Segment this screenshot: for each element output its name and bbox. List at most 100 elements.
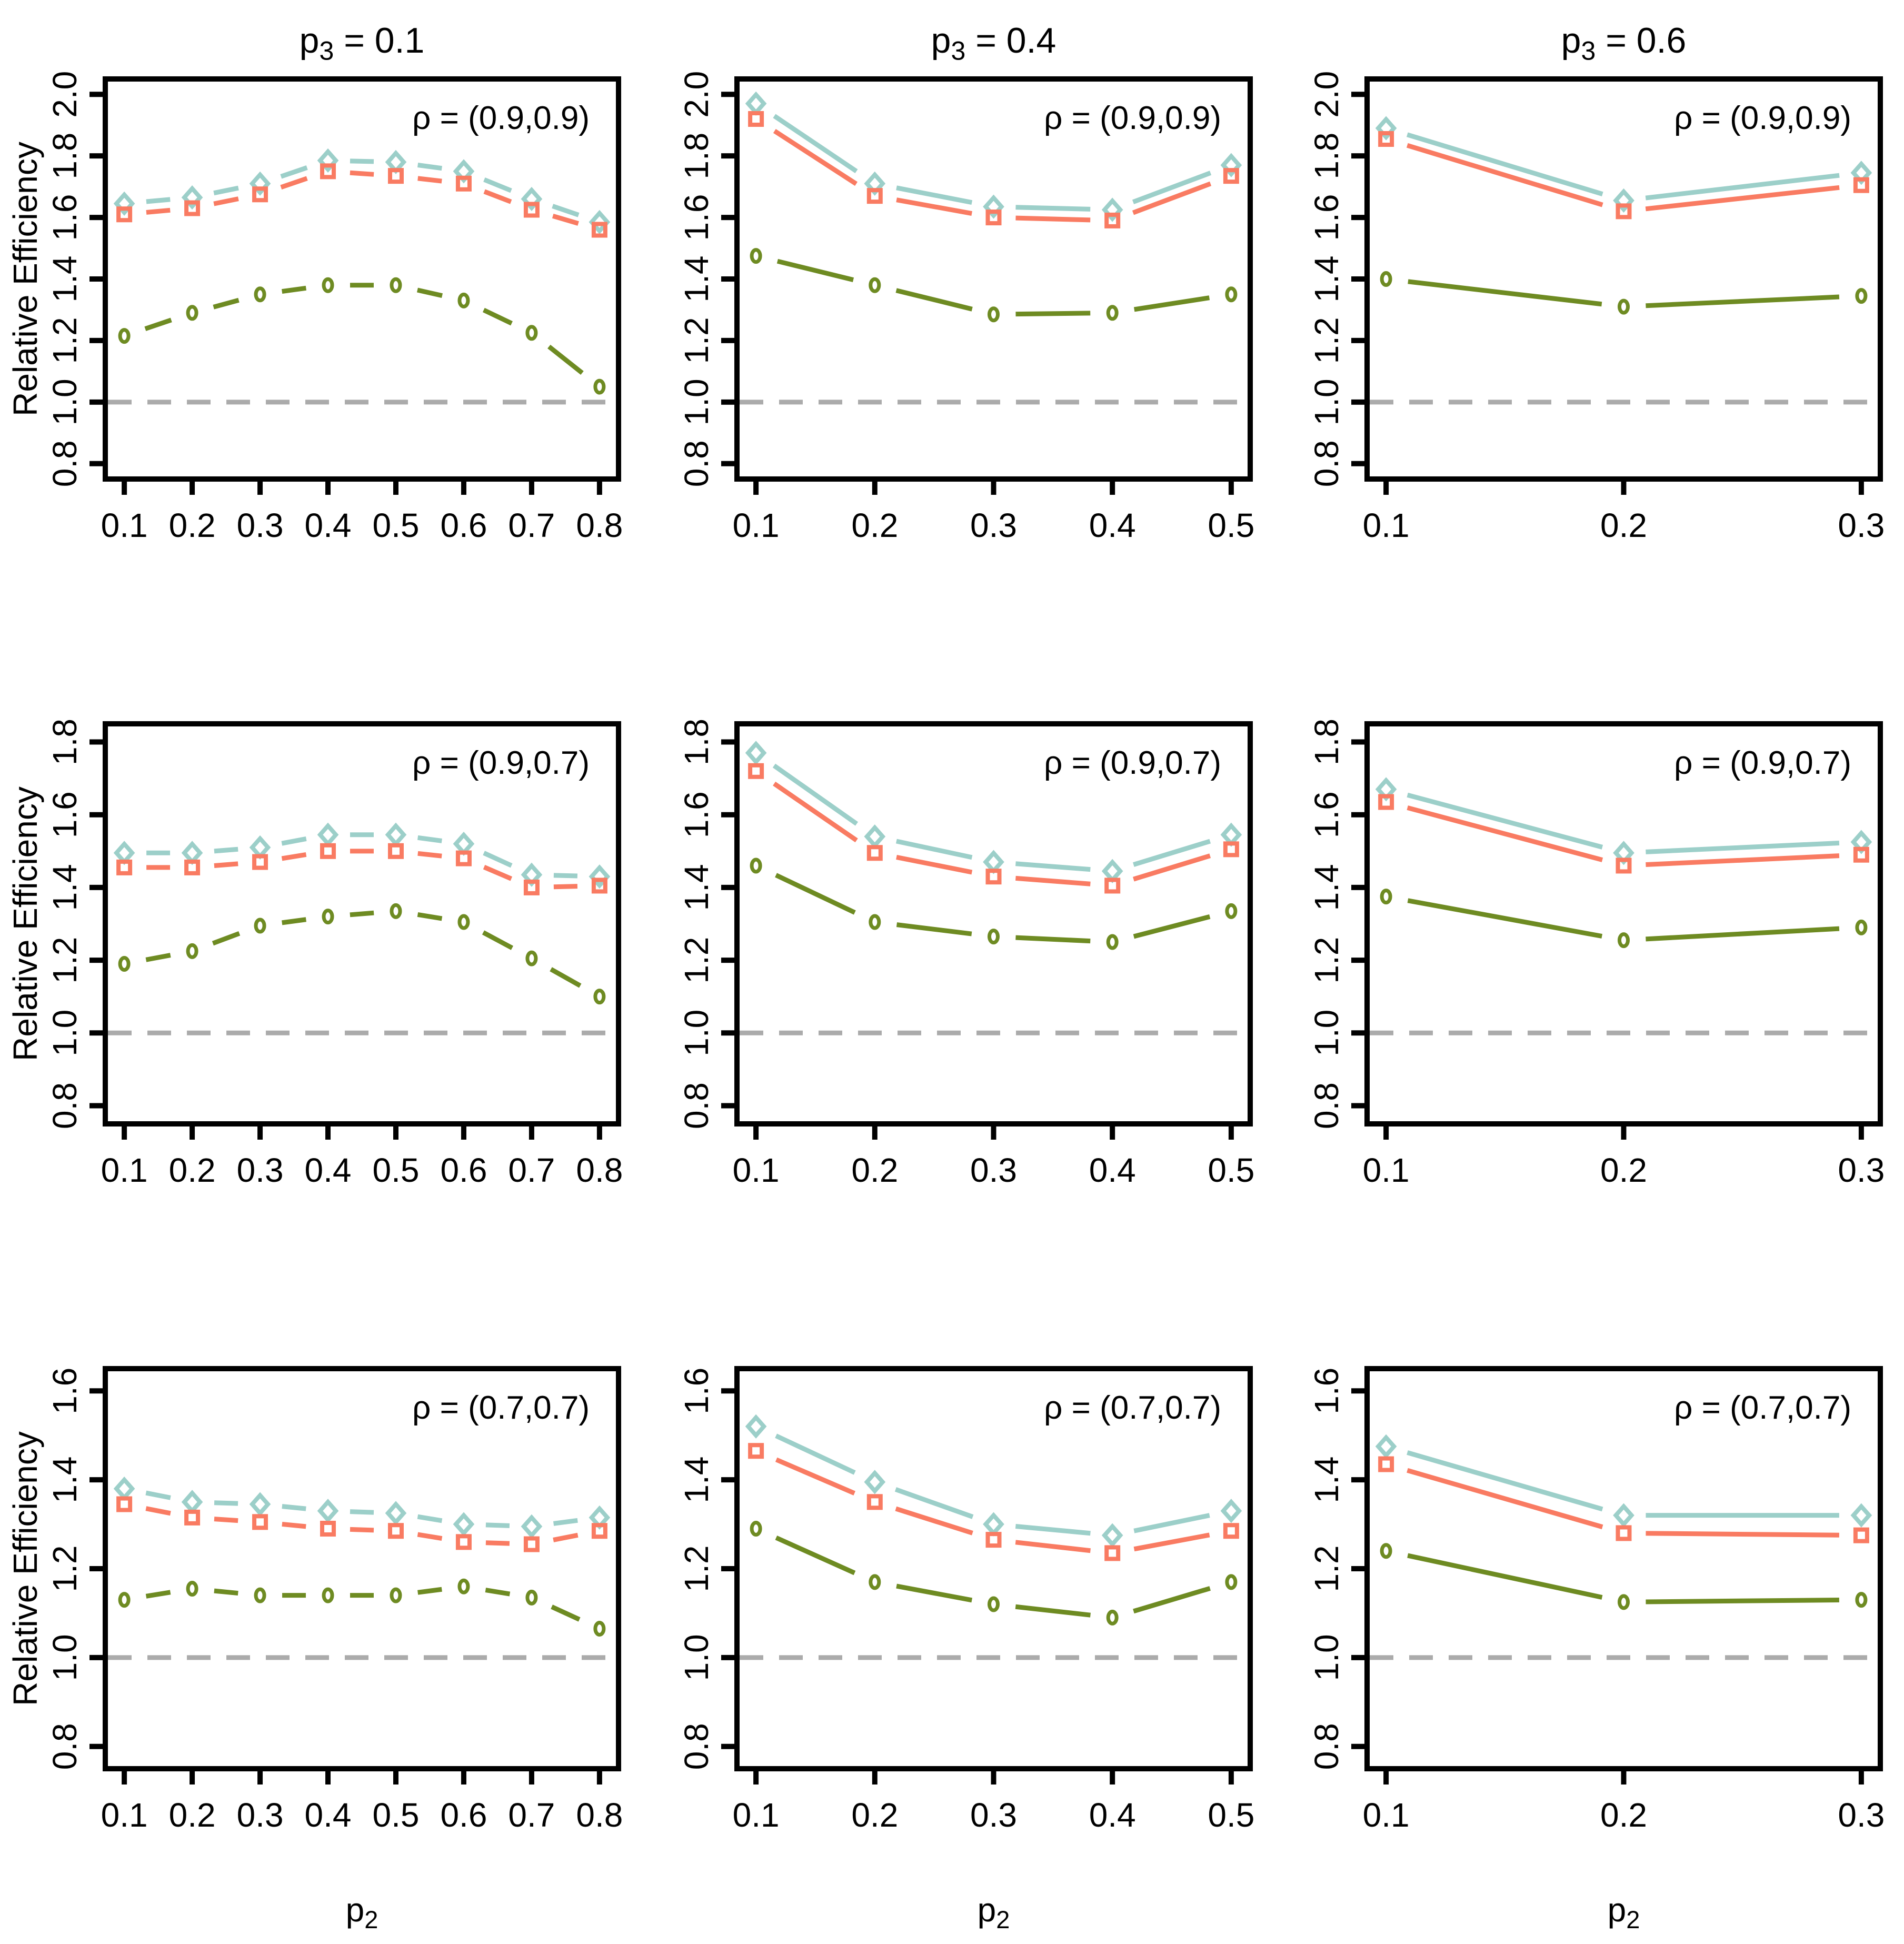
series-segment xyxy=(1407,1450,1603,1512)
square-marker xyxy=(184,1509,201,1526)
series-segment xyxy=(214,1588,238,1596)
series-square xyxy=(116,843,607,895)
series-circle xyxy=(1380,271,1868,315)
circle-marker xyxy=(390,903,402,919)
diamond-marker xyxy=(1101,197,1123,222)
y-tick-label: 1.6 xyxy=(1308,194,1345,241)
rho-annotation: ρ = (0.9,0.9) xyxy=(1044,100,1221,136)
series-circle xyxy=(750,1521,1238,1626)
series-segment xyxy=(214,1517,238,1523)
diamond-marker xyxy=(521,1514,543,1539)
series-segment xyxy=(350,910,374,918)
subplot-r0c2: 0.8 1.0 1.2 1.4 1.6 1.8 2.0 0.1 0.2 0.3 ρ = (0.9,0… xyxy=(1308,21,1885,544)
series-diamond xyxy=(113,148,611,234)
rho-annotation: ρ = (0.7,0.7) xyxy=(1674,1390,1851,1426)
x-tick-label: 0.3 xyxy=(237,1796,284,1834)
square-marker xyxy=(523,1536,540,1552)
diamond-marker xyxy=(181,185,203,210)
diamond-marker xyxy=(1220,153,1242,177)
diamond-marker xyxy=(983,1512,1004,1537)
diamond-marker xyxy=(1101,859,1123,883)
diamond-marker xyxy=(1220,822,1242,847)
circle-marker xyxy=(457,292,470,308)
x-tick-label: 0.5 xyxy=(1208,1796,1254,1834)
square-marker xyxy=(985,869,1002,885)
series-segment xyxy=(1645,173,1840,201)
y-tick-label: 1.8 xyxy=(677,719,715,765)
diamond-marker xyxy=(113,1476,135,1501)
x-tick-label: 0.5 xyxy=(1208,1151,1254,1189)
circle-marker xyxy=(1855,288,1868,304)
square-marker xyxy=(1853,177,1869,193)
series-segment xyxy=(416,287,443,298)
x-tick-label: 0.1 xyxy=(733,1796,780,1834)
series-square xyxy=(1378,131,1869,220)
series-square xyxy=(748,1443,1239,1561)
series-segment xyxy=(350,1527,374,1533)
y-tick-label: 1.8 xyxy=(1308,133,1345,180)
x-tick-label: 0.4 xyxy=(1089,1151,1136,1189)
series-segment xyxy=(145,1506,171,1516)
x-axis-label: p2 xyxy=(1608,1891,1640,1933)
square-marker xyxy=(1616,858,1632,874)
x-tick-label: 0.7 xyxy=(508,506,555,544)
series-segment xyxy=(417,1587,442,1595)
square-marker xyxy=(523,202,540,218)
series-segment xyxy=(417,851,442,859)
rho-annotation: ρ = (0.9,0.7) xyxy=(1674,745,1851,781)
series-segment xyxy=(1645,185,1840,212)
circle-marker xyxy=(593,1621,606,1637)
series-segment xyxy=(775,1433,856,1475)
series-circle xyxy=(1380,1543,1868,1610)
series-segment xyxy=(145,1490,171,1500)
x-tick-label: 0.5 xyxy=(1208,506,1254,544)
series-segment xyxy=(1646,853,1840,868)
series-segment xyxy=(483,865,513,881)
series-segment xyxy=(1133,1513,1210,1533)
series-segment xyxy=(482,930,514,950)
diamond-marker xyxy=(113,191,135,216)
x-tick-label: 0.8 xyxy=(576,506,623,544)
circle-marker xyxy=(254,918,266,934)
square-marker xyxy=(116,1496,133,1512)
series-segment xyxy=(145,1590,171,1599)
square-marker xyxy=(1378,1456,1394,1472)
diamond-marker xyxy=(864,824,886,849)
square-marker xyxy=(591,222,607,238)
series-segment xyxy=(551,1604,581,1622)
subplot-r0c1: 0.8 1.0 1.2 1.4 1.6 1.8 2.0 0.1 0.2 0.3 0.4 0.5 ρ = … xyxy=(677,21,1254,544)
circle-marker xyxy=(322,277,334,293)
square-marker xyxy=(1378,794,1394,810)
circle-marker xyxy=(988,306,1000,323)
y-tick-label: 1.6 xyxy=(1308,791,1345,838)
diamond-marker xyxy=(983,850,1004,874)
circle-marker xyxy=(750,248,762,264)
series-segment xyxy=(773,781,858,843)
series-segment xyxy=(1015,861,1091,872)
diamond-marker xyxy=(864,1470,886,1494)
y-tick-label: 0.8 xyxy=(1308,440,1345,487)
diamond-marker xyxy=(453,159,475,184)
y-tick-label: 2.0 xyxy=(1308,71,1345,118)
x-tick-label: 0.6 xyxy=(440,1151,487,1189)
plot-box xyxy=(1364,1366,1883,1771)
diamond-marker xyxy=(385,1501,407,1526)
y-tick-label: 1.0 xyxy=(677,1634,715,1681)
series-square xyxy=(116,1496,607,1552)
y-tick-label: 1.2 xyxy=(46,317,84,364)
square-marker xyxy=(866,188,883,204)
square-marker xyxy=(1616,1525,1632,1541)
square-marker xyxy=(748,1443,764,1459)
diamond-marker xyxy=(249,171,271,196)
series-segment xyxy=(1132,171,1212,204)
series-segment xyxy=(1015,1523,1091,1536)
square-marker xyxy=(985,210,1002,226)
y-tick-label: 1.6 xyxy=(677,791,715,838)
y-tick-label: 1.8 xyxy=(46,133,84,180)
x-tick-label: 0.1 xyxy=(101,1151,148,1189)
circle-marker xyxy=(593,989,606,1005)
series-segment xyxy=(775,873,856,915)
circle-marker xyxy=(869,914,881,930)
square-marker xyxy=(320,163,336,180)
x-tick-label: 0.4 xyxy=(305,506,352,544)
